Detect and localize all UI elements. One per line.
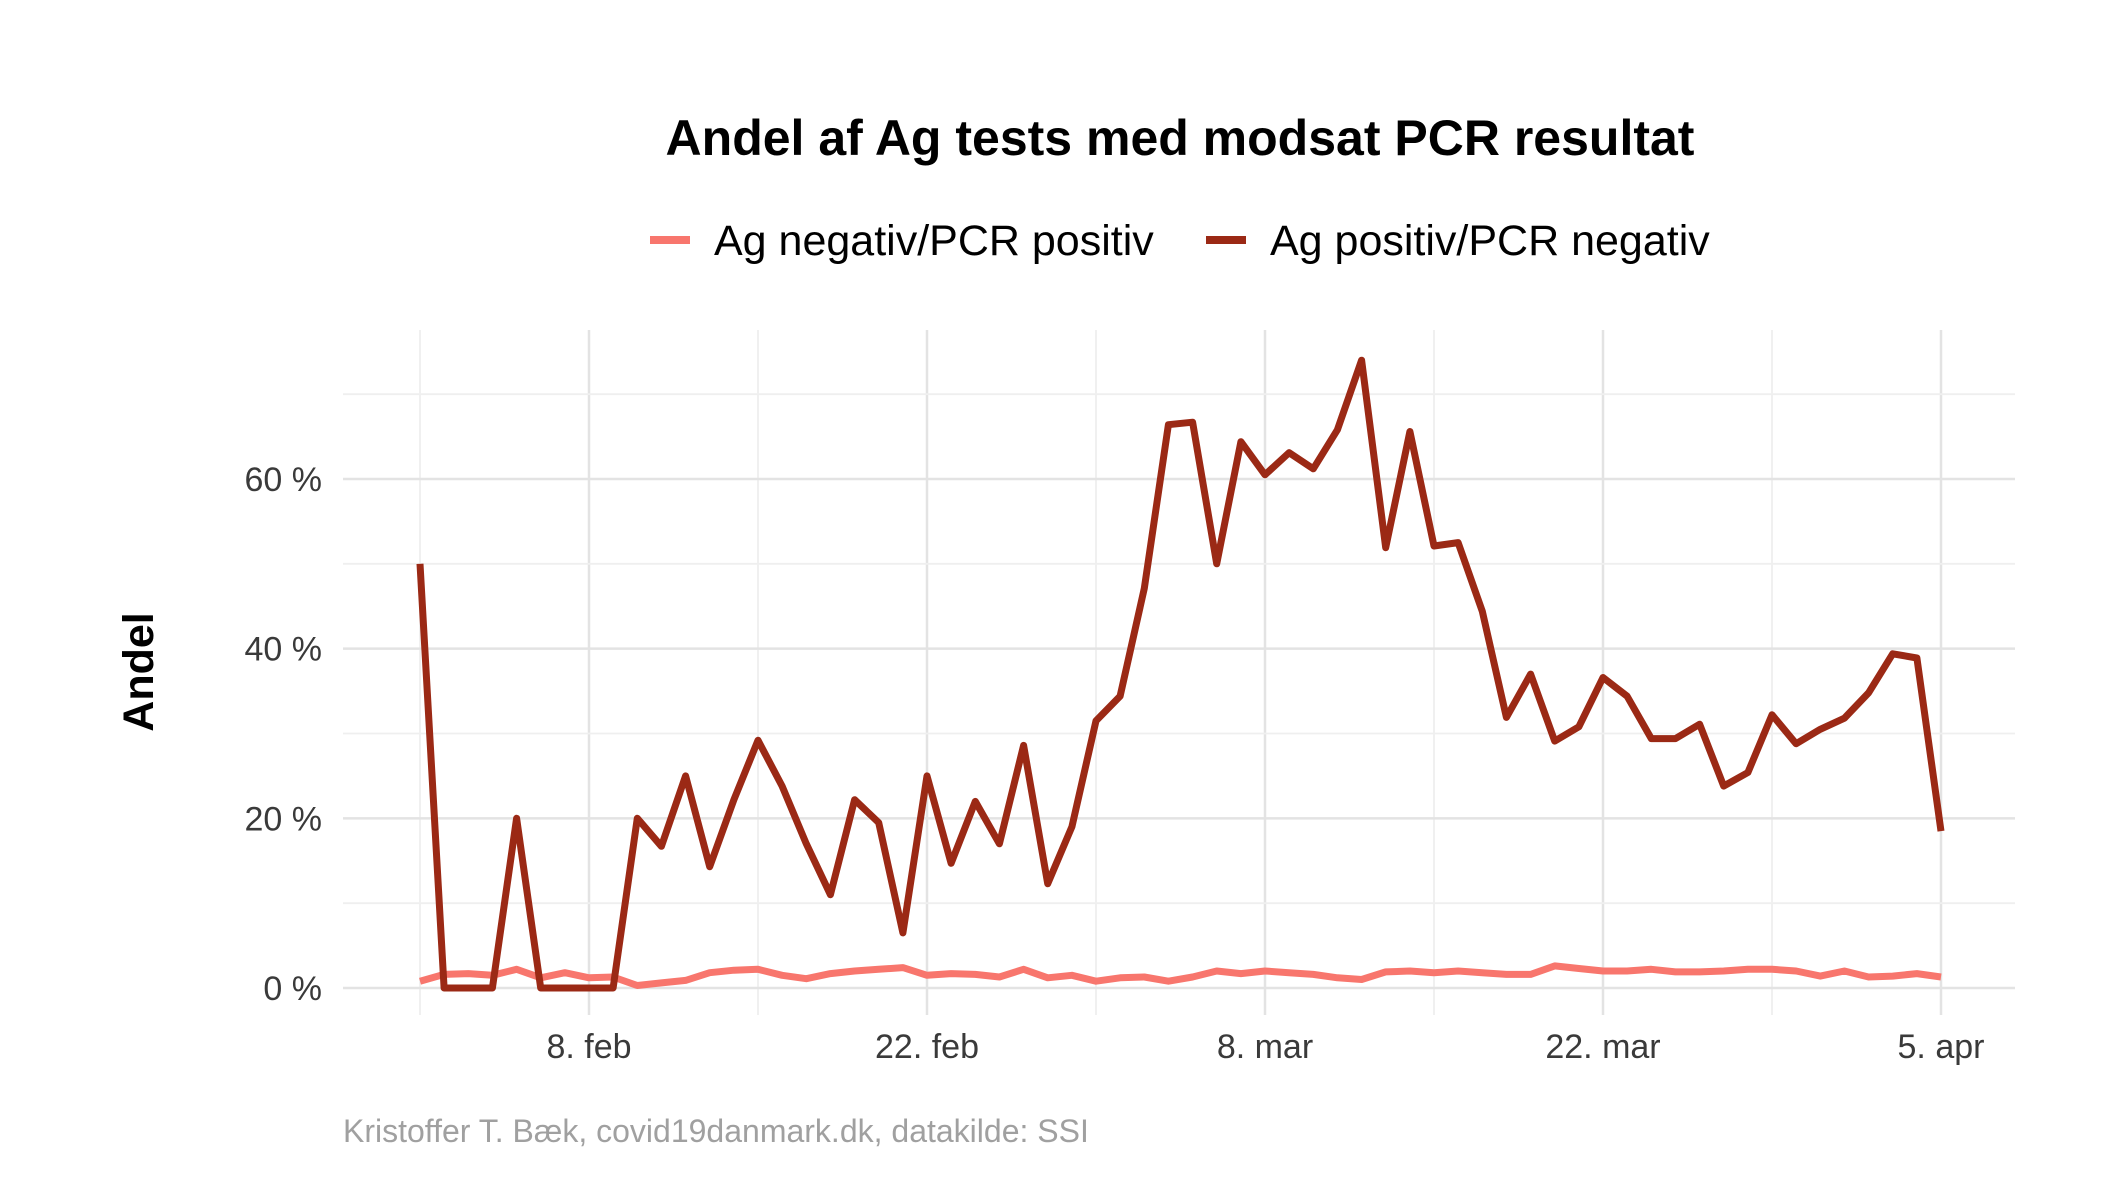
y-tick-label: 0 % — [263, 970, 322, 1008]
y-tick-label: 60 % — [245, 461, 323, 499]
grid — [343, 330, 2015, 1015]
chart-title: Andel af Ag tests med modsat PCR resulta… — [666, 110, 1695, 166]
series-lines — [416, 356, 1945, 992]
legend: Ag negativ/PCR positiv Ag positiv/PCR ne… — [650, 217, 1710, 265]
y-tick-label: 40 % — [245, 631, 323, 669]
x-tick-label: 22. feb — [875, 1028, 979, 1066]
x-tick-label: 8. mar — [1217, 1028, 1313, 1066]
series-line-ag-positiv-pcr-negativ — [416, 356, 1945, 992]
y-tick-label: 20 % — [245, 800, 323, 838]
y-axis-ticks: 0 % 20 % 40 % 60 % — [245, 461, 323, 1008]
series-line-ag-negativ-pcr-positiv — [419, 962, 1942, 989]
x-axis-ticks: 8. feb 22. feb 8. mar 22. mar 5. apr — [546, 1028, 1984, 1066]
y-axis-label: Andel — [115, 612, 163, 731]
x-tick-label: 8. feb — [546, 1028, 631, 1066]
x-tick-label: 22. mar — [1545, 1028, 1660, 1066]
legend-label-ag-positiv-pcr-negativ: Ag positiv/PCR negativ — [1270, 217, 1710, 265]
chart-caption: Kristoffer T. Bæk, covid19danmark.dk, da… — [343, 1113, 1089, 1149]
x-tick-label: 5. apr — [1898, 1028, 1985, 1066]
legend-label-ag-negativ-pcr-positiv: Ag negativ/PCR positiv — [714, 217, 1154, 265]
